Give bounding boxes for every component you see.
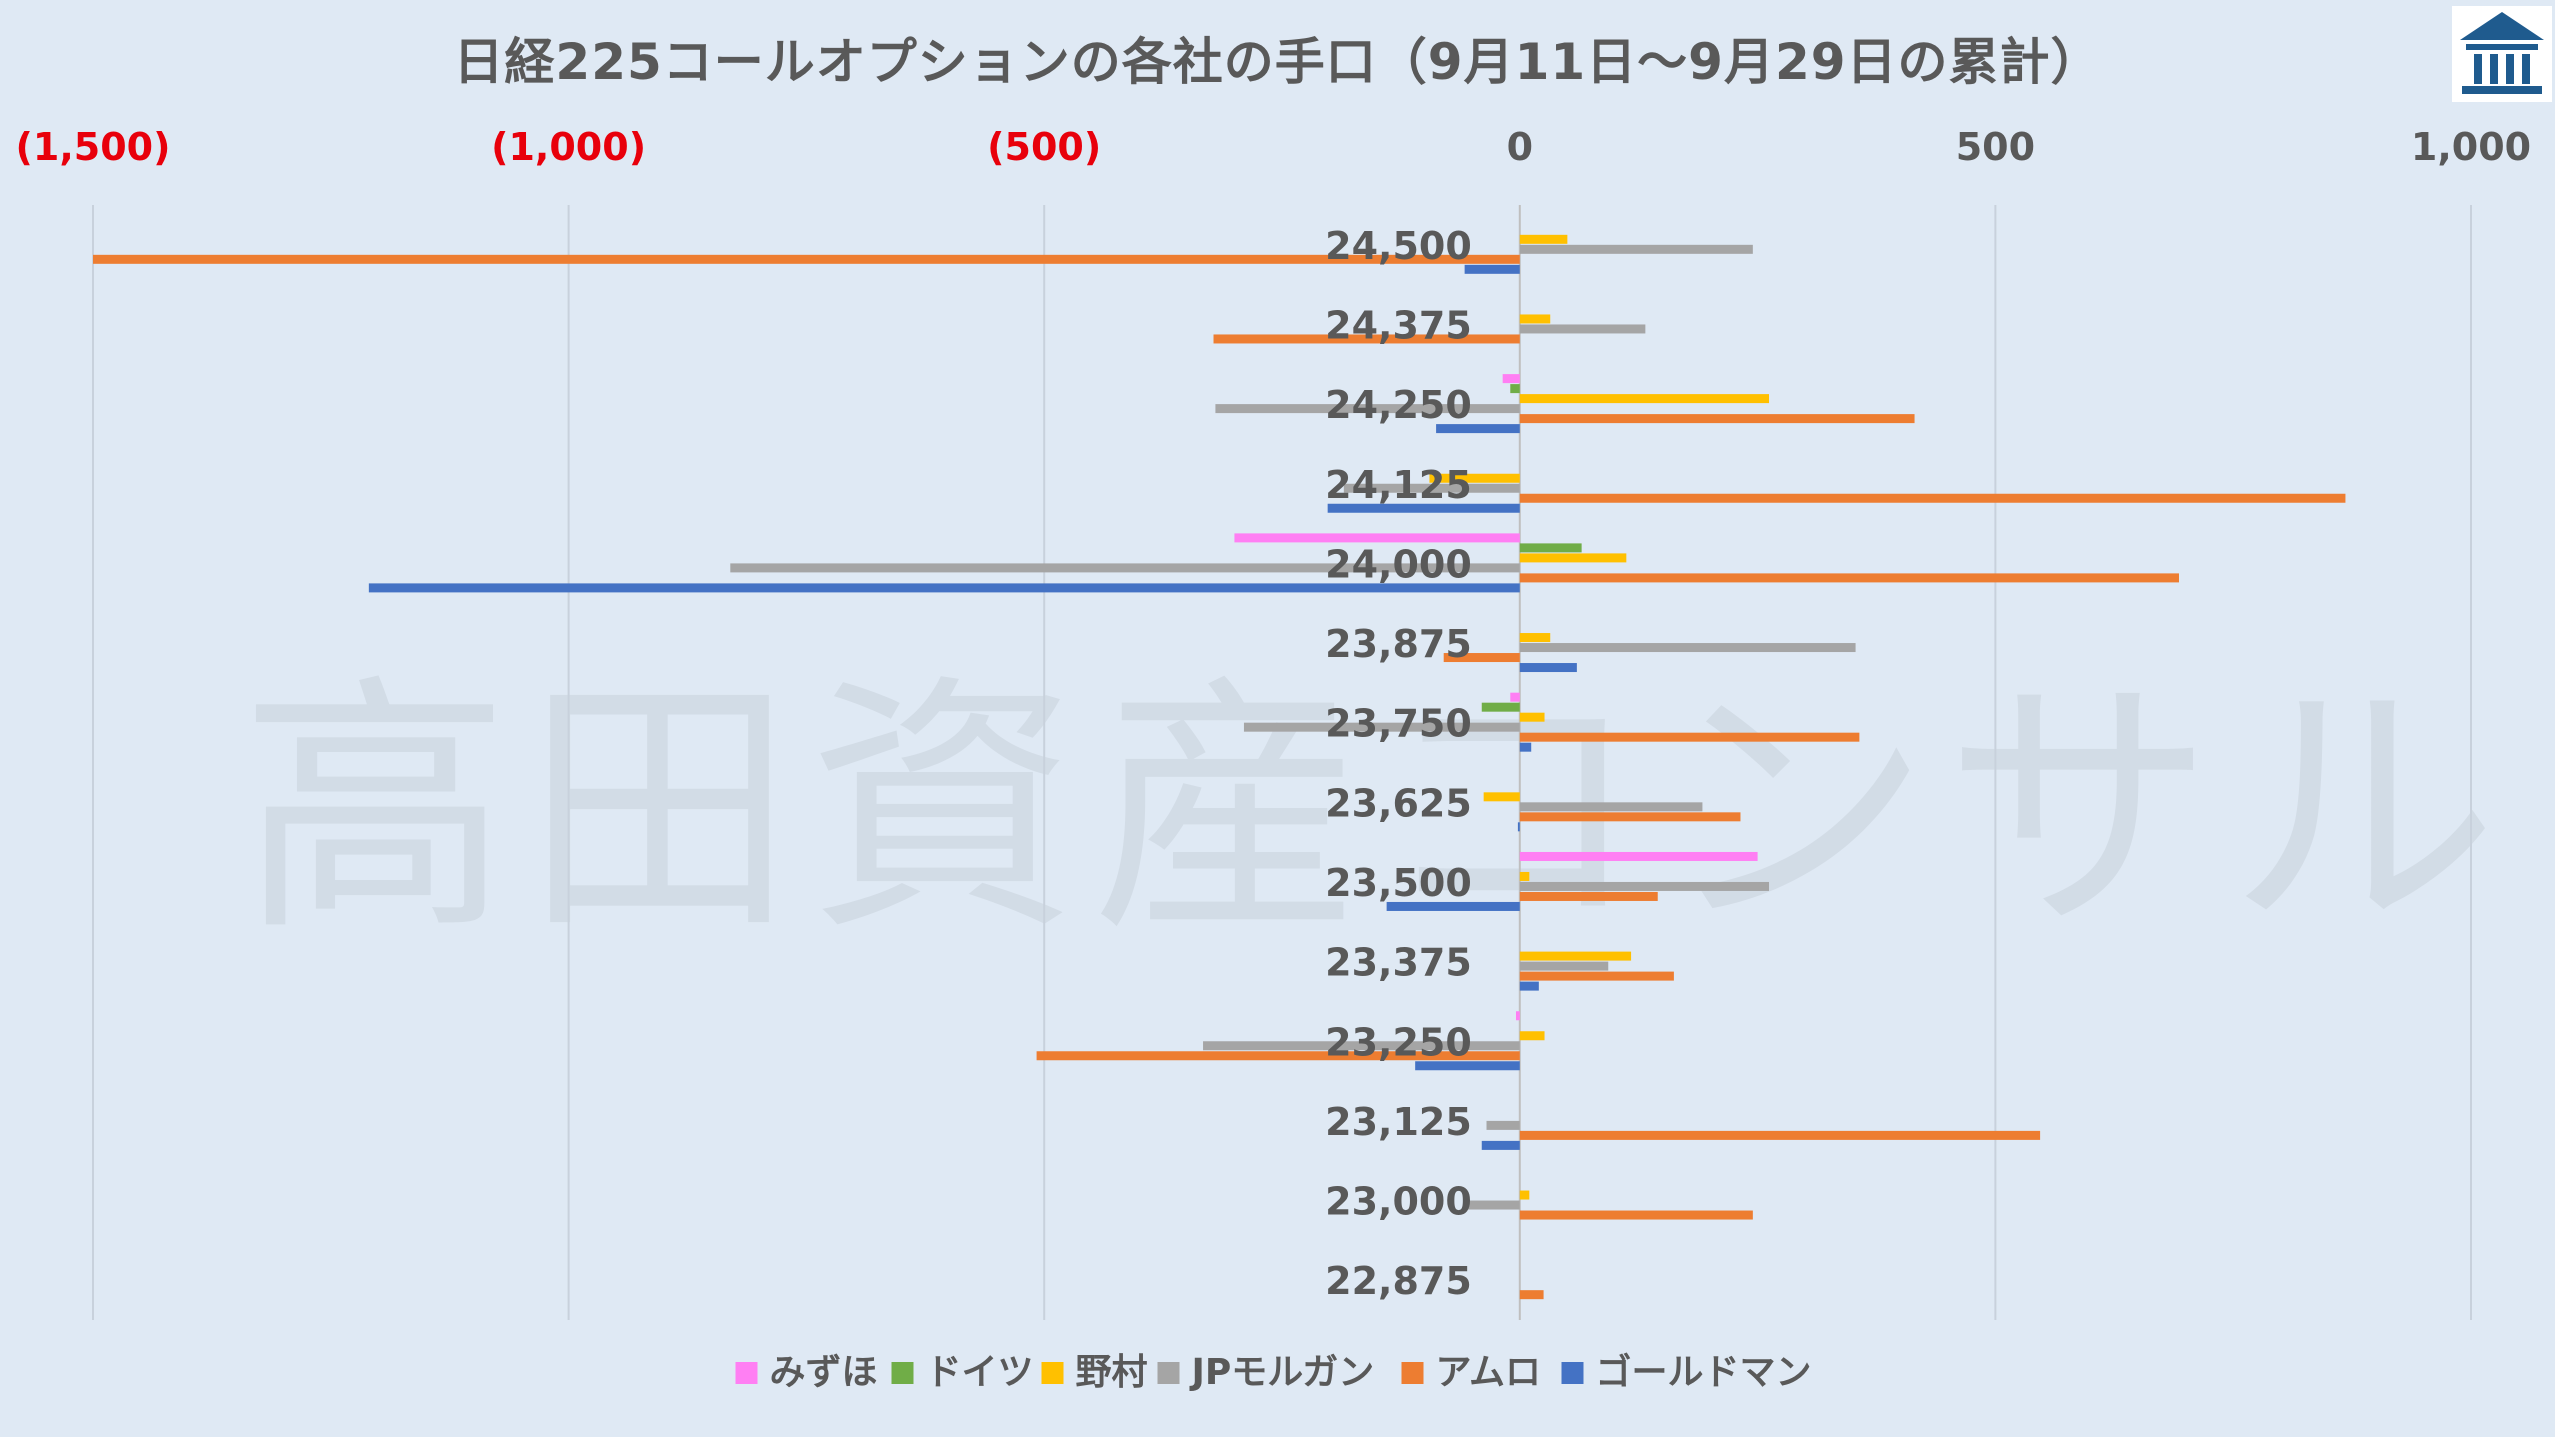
bar-4 — [1203, 1041, 1520, 1051]
legend-swatch — [735, 1362, 758, 1384]
bar-5 — [1519, 414, 1915, 424]
bar-5 — [1519, 1290, 1544, 1300]
bar-5 — [1213, 334, 1520, 344]
bar-6 — [1519, 981, 1539, 991]
bar-6 — [1386, 901, 1520, 911]
bar-3 — [1519, 234, 1568, 244]
bar-1 — [1519, 851, 1758, 861]
bar-5 — [1443, 653, 1520, 663]
legend-label: 野村 — [1076, 1352, 1148, 1393]
category-label: 24,125 — [1325, 463, 1472, 507]
bar-4 — [1519, 881, 1770, 891]
bar-5 — [1519, 971, 1674, 981]
bar-3 — [1519, 633, 1551, 643]
bar-6 — [368, 583, 1520, 593]
legend-label: アムロ — [1436, 1352, 1541, 1393]
bar-6 — [1415, 1061, 1520, 1071]
bar-5 — [1036, 1051, 1520, 1061]
bar-4 — [1486, 1120, 1520, 1130]
category-label: 24,000 — [1325, 542, 1472, 586]
category-label: 23,125 — [1325, 1100, 1472, 1144]
bar-2 — [1481, 702, 1520, 712]
bar-1 — [1515, 1011, 1520, 1021]
category-label: 24,250 — [1325, 383, 1472, 427]
legend-label: ドイツ — [926, 1352, 1034, 1393]
legend-label: みずほ — [770, 1352, 878, 1393]
bar-6 — [1519, 742, 1532, 752]
bar-6 — [1519, 663, 1577, 673]
bar-1 — [1510, 692, 1520, 702]
bar-3 — [1519, 394, 1770, 404]
bar-5 — [1519, 812, 1741, 822]
category-label: 23,500 — [1325, 861, 1472, 905]
watermark-text: 高田資産コンサル — [240, 652, 2512, 967]
category-label: 23,875 — [1325, 622, 1472, 666]
bar-3 — [1519, 314, 1551, 324]
category-label: 24,375 — [1325, 303, 1472, 347]
bar-6 — [1481, 1140, 1520, 1150]
category-label: 23,250 — [1325, 1020, 1472, 1064]
chart-title: 日経225コールオプションの各社の手口（9月11日～9月29日の累計） — [453, 33, 2102, 91]
legend-swatch — [1401, 1362, 1424, 1384]
bar-5 — [1519, 493, 2346, 503]
category-label: 24,500 — [1325, 224, 1472, 268]
x-tick-label: 1,000 — [2411, 125, 2531, 169]
bar-3 — [1519, 712, 1545, 722]
bar-6 — [1517, 822, 1520, 832]
legend-swatch — [1561, 1362, 1584, 1384]
legend-swatch — [891, 1362, 914, 1384]
x-tick-label: 500 — [1956, 125, 2035, 169]
bar-4 — [1519, 643, 1856, 653]
bar-4 — [1343, 483, 1520, 493]
bar-3 — [1519, 951, 1632, 961]
category-label: 22,875 — [1325, 1259, 1472, 1303]
bar-3 — [1519, 1190, 1530, 1200]
bar-4 — [1467, 1200, 1520, 1210]
bar-4 — [1519, 961, 1609, 971]
bar-4 — [730, 563, 1520, 573]
bar-3 — [1519, 1031, 1545, 1041]
x-tick-label: (500) — [987, 125, 1101, 169]
bar-5 — [93, 254, 1520, 264]
bar-4 — [1519, 244, 1753, 254]
bar-4 — [1215, 404, 1520, 414]
category-label: 23,750 — [1325, 702, 1472, 746]
x-tick-label: 0 — [1507, 125, 1533, 169]
x-tick-label: (1,000) — [491, 125, 646, 169]
bar-3 — [1519, 871, 1530, 881]
bar-6 — [1464, 264, 1520, 274]
bar-5 — [1519, 1130, 2041, 1140]
bar-5 — [1519, 573, 2179, 583]
bar-2 — [1510, 384, 1520, 394]
category-label: 23,000 — [1325, 1180, 1472, 1224]
bar-3 — [1429, 473, 1520, 483]
legend-label: JPモルガン — [1189, 1352, 1375, 1393]
bar-3 — [1519, 553, 1627, 563]
bar-4 — [1519, 802, 1703, 812]
bar-5 — [1519, 891, 1658, 901]
bar-2 — [1519, 543, 1582, 553]
legend-label: ゴールドマン — [1596, 1351, 1812, 1393]
bar-5 — [1519, 1210, 1753, 1220]
bar-3 — [1483, 792, 1520, 802]
legend-swatch — [1041, 1362, 1064, 1384]
bar-6 — [1327, 503, 1520, 513]
building-icon — [2452, 6, 2552, 102]
category-label: 23,625 — [1325, 781, 1472, 825]
bar-4 — [1243, 722, 1520, 732]
bar-5 — [1519, 732, 1860, 742]
category-label: 23,375 — [1325, 941, 1472, 985]
legend-swatch — [1157, 1362, 1180, 1384]
bar-1 — [1502, 374, 1520, 384]
bar-4 — [1519, 324, 1646, 334]
bar-1 — [1234, 533, 1520, 543]
bar-6 — [1436, 424, 1520, 434]
x-tick-label: (1,500) — [16, 125, 171, 169]
